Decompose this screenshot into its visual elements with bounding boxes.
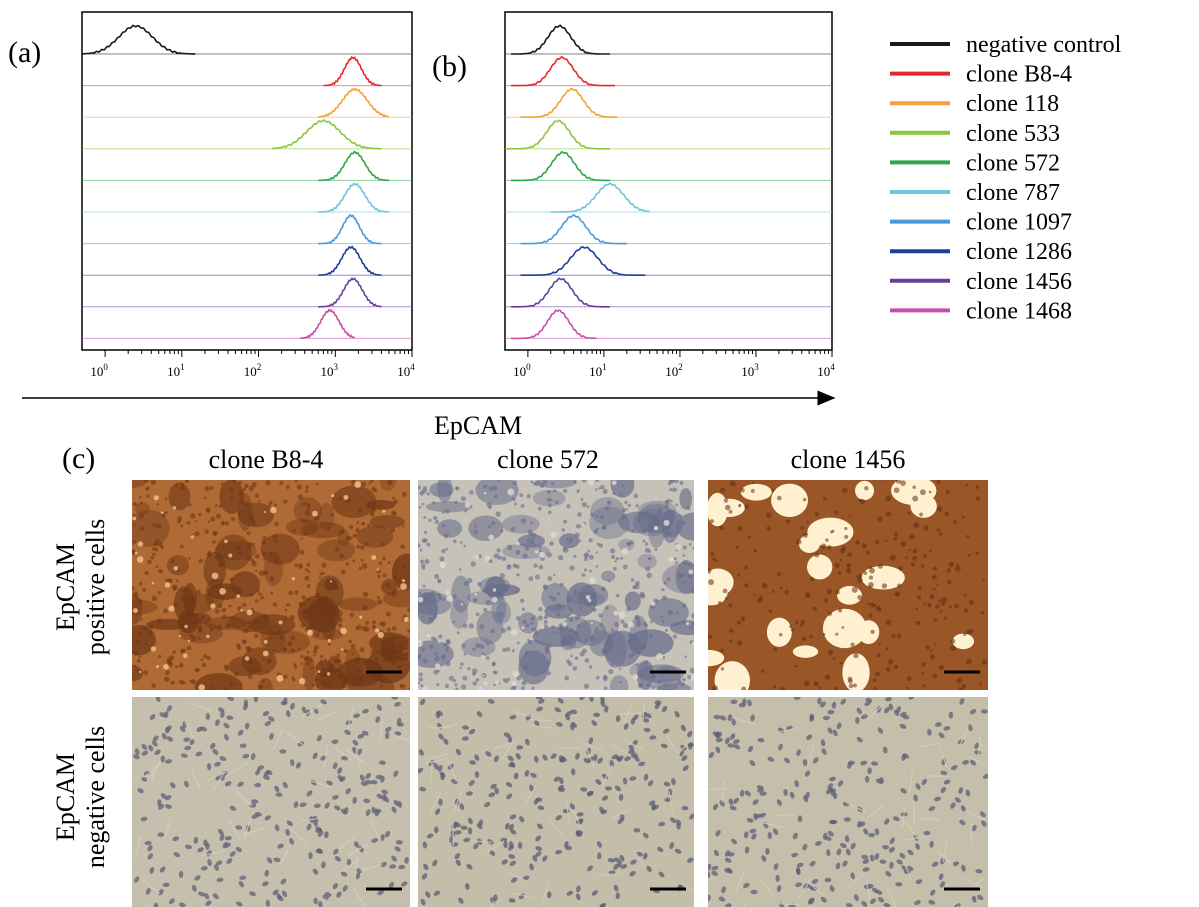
tick-label-a-2: 102 [244, 362, 262, 379]
legend-label-8: clone 1456 [966, 269, 1072, 295]
micrograph-tile-5 [708, 697, 988, 907]
tick-label-b-4: 104 [817, 362, 835, 379]
legend-label-1: clone B8-4 [966, 62, 1072, 88]
legend: negative control clone B8-4 clone 118 clone… [890, 32, 1122, 324]
histogram-curve-b-3 [505, 119, 610, 150]
histogram-curve-a-1 [323, 55, 382, 87]
histogram-curve-b-9 [511, 309, 597, 340]
histogram-curve-a-5 [318, 182, 389, 213]
row-title-negative-line2: negative cells [81, 726, 110, 868]
column-title-572: clone 572 [497, 445, 599, 474]
histogram-curve-a-3 [272, 119, 382, 150]
histogram-curve-a-9 [300, 308, 356, 339]
tick-label-b-3: 103 [741, 362, 759, 379]
histogram-curve-a-8 [318, 277, 382, 308]
row-title-negative: EpCAM negative cells [51, 726, 110, 868]
column-title-b8-4: clone B8-4 [209, 445, 324, 474]
micrograph-tile-3 [132, 697, 410, 907]
legend-label-4: clone 572 [966, 150, 1060, 176]
tick-label-a-3: 103 [321, 362, 339, 379]
histogram-curve-b-1 [511, 55, 615, 87]
histogram-curve-a-6 [318, 213, 382, 245]
histogram-curve-a-0 [82, 24, 196, 55]
histogram-curve-b-4 [511, 150, 610, 182]
tick-label-b-1: 101 [589, 362, 607, 379]
histogram-curve-b-0 [511, 24, 610, 55]
micrograph-tile-2 [708, 480, 988, 690]
histogram-curve-b-2 [520, 87, 618, 118]
histogram-curve-b-8 [511, 277, 610, 308]
legend-label-6: clone 1097 [966, 210, 1072, 236]
tick-label-a-0: 100 [90, 362, 108, 379]
row-title-negative-line1: EpCAM [51, 753, 80, 841]
histogram-curve-b-5 [550, 182, 650, 213]
histogram-plot-b: 100 101 102 103 104 [505, 24, 835, 379]
histogram-plot-a: 100 101 102 103 104 [82, 24, 415, 379]
row-title-positive: EpCAM positive cells [51, 519, 110, 655]
histogram-curve-b-6 [520, 213, 627, 245]
panel-label-b: (b) [432, 50, 467, 83]
histogram-curve-a-2 [318, 87, 389, 118]
tick-label-a-4: 104 [397, 362, 415, 379]
histogram-curve-a-7 [318, 245, 382, 276]
tick-label-b-2: 102 [665, 362, 683, 379]
legend-label-7: clone 1286 [966, 239, 1072, 265]
legend-label-5: clone 787 [966, 180, 1060, 206]
legend-label-0: negative control [966, 32, 1122, 58]
legend-label-2: clone 118 [966, 91, 1059, 117]
tick-label-a-1: 101 [167, 362, 185, 379]
plot-frame-a [81, 11, 413, 351]
column-title-1456: clone 1456 [791, 445, 906, 474]
epcam-axis-title: EpCAM [434, 411, 522, 440]
histogram-curve-a-4 [318, 150, 389, 182]
histogram-curve-b-7 [520, 246, 646, 276]
row-title-positive-line1: EpCAM [51, 543, 80, 631]
micrograph-grid [132, 480, 988, 907]
panel-label-a: (a) [8, 36, 41, 69]
micrograph-tile-0 [132, 480, 410, 690]
legend-label-3: clone 533 [966, 121, 1060, 147]
legend-label-9: clone 1468 [966, 298, 1072, 324]
panel-label-c: (c) [62, 442, 95, 475]
micrograph-tile-4 [418, 697, 694, 907]
row-title-positive-line2: positive cells [81, 519, 110, 655]
plot-frame-b [504, 11, 833, 351]
tick-label-b-0: 100 [513, 362, 531, 379]
micrograph-tile-1 [418, 480, 694, 690]
